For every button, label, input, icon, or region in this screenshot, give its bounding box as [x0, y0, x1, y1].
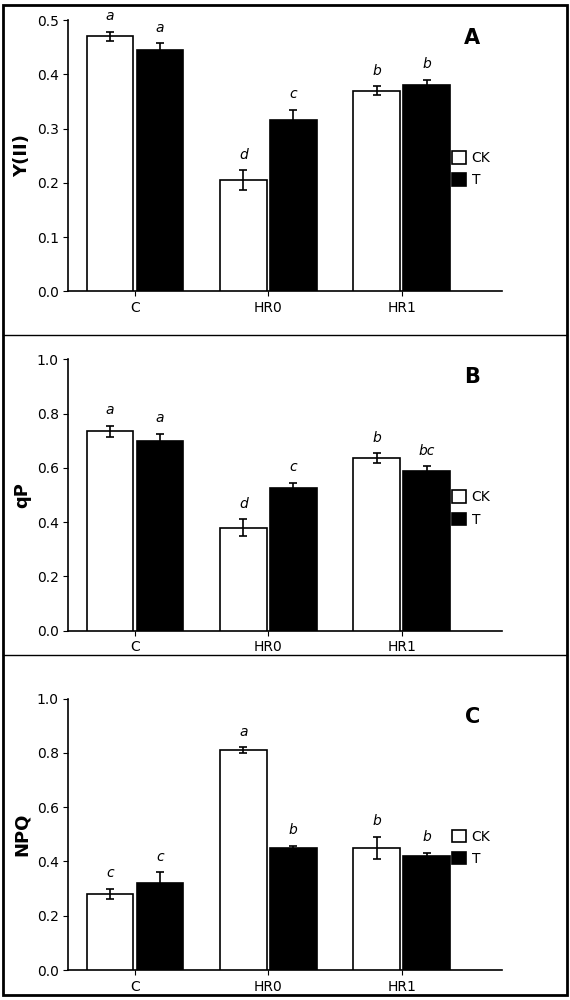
- Bar: [270, 120, 317, 291]
- Text: a: a: [106, 403, 115, 417]
- Text: c: c: [290, 460, 297, 474]
- Bar: [137, 883, 184, 970]
- Text: c: c: [290, 87, 297, 101]
- Text: c: c: [156, 850, 164, 864]
- Text: b: b: [422, 830, 431, 844]
- Text: C: C: [465, 707, 480, 727]
- Text: b: b: [289, 823, 298, 837]
- Text: B: B: [464, 367, 480, 387]
- Text: d: d: [239, 148, 248, 162]
- Bar: [404, 471, 450, 631]
- Bar: [137, 441, 184, 631]
- Text: a: a: [156, 411, 164, 425]
- Text: b: b: [372, 814, 381, 828]
- Legend: CK, T: CK, T: [452, 830, 490, 866]
- Bar: [87, 36, 133, 291]
- Bar: [404, 856, 450, 970]
- Y-axis label: NPQ: NPQ: [13, 813, 31, 856]
- Legend: CK, T: CK, T: [452, 151, 490, 187]
- Y-axis label: qP: qP: [13, 482, 31, 508]
- Bar: [220, 528, 267, 631]
- Text: a: a: [106, 9, 115, 23]
- Bar: [270, 848, 317, 970]
- Bar: [87, 431, 133, 631]
- Bar: [404, 85, 450, 291]
- Text: A: A: [464, 28, 480, 48]
- Bar: [270, 488, 317, 631]
- Text: bc: bc: [418, 444, 435, 458]
- Text: a: a: [239, 725, 247, 739]
- Bar: [353, 458, 400, 631]
- Text: b: b: [372, 64, 381, 78]
- Y-axis label: Y(II): Y(II): [13, 134, 31, 177]
- Legend: CK, T: CK, T: [452, 490, 490, 527]
- Bar: [353, 848, 400, 970]
- Bar: [137, 50, 184, 291]
- Text: c: c: [106, 866, 114, 880]
- Text: d: d: [239, 497, 248, 511]
- Text: b: b: [422, 57, 431, 71]
- Bar: [87, 894, 133, 970]
- Bar: [220, 750, 267, 970]
- Bar: [353, 91, 400, 291]
- Text: a: a: [156, 21, 164, 35]
- Text: b: b: [372, 431, 381, 445]
- Bar: [220, 180, 267, 291]
